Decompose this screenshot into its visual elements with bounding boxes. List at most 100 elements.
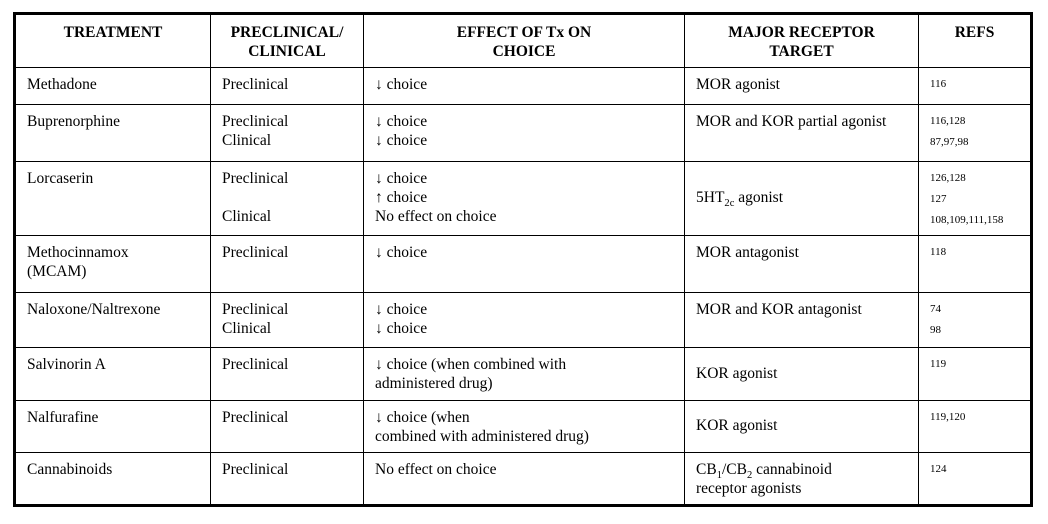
target-text: CB [696,461,717,478]
target-text: receptor agonists [696,480,802,497]
table-header: TREATMENT PRECLINICAL/CLINICAL EFFECT OF T… [14,13,1032,68]
cell-line: No effect on choice [375,208,497,225]
cell-line: administered drug) [375,375,493,392]
target-text: /CB [721,461,747,478]
table-row: Methocinnamox (MCAM) Preclinical ↓ choice MO… [14,235,1032,293]
cell-line: 5HT2c agonist [696,188,910,210]
cell-line: 116,128 [930,115,966,127]
phase-cell: Preclinical [210,400,364,453]
column-header-target: MAJOR RECEPTOR TARGET [684,13,919,68]
treatment-cell: Methocinnamox (MCAM) [14,235,211,293]
cell-line: REFS [954,24,995,41]
effect-cell: No effect on choice [363,452,685,506]
cell-line: CLINICAL [248,43,326,60]
cell-line: 98 [930,324,941,336]
subscript-text: 1 [716,470,722,482]
cell-line: 87,97,98 [930,136,969,148]
cell-line: TARGET [769,43,834,60]
refs-cell: 116 [918,67,1032,105]
treatment-cell: Nalfurafine [14,400,211,453]
treatment-cell: Buprenorphine [14,104,211,162]
cell-line: Preclinical [222,461,289,478]
effect-cell: ↓ choice (when combined with administered… [363,347,685,401]
cell-line: Methocinnamox [27,244,129,261]
column-header-effect: EFFECT OF Tx ON CHOICE [363,13,685,68]
cell-line: Preclinical [222,170,289,187]
cell-line: 119 [930,358,947,370]
refs-cell: 74 98 [918,292,1032,348]
cell-line: Methadone [27,76,97,93]
cell-line: EFFECT OF Tx ON [456,24,592,41]
cell-line: Preclinical [222,356,289,373]
table-row: Naloxone/Naltrexone Preclinical Clinical ↓ … [14,292,1032,348]
cell-line: 74 [930,303,941,315]
cell-line: 116 [930,78,947,90]
phase-cell: Preclinical Clinical [210,161,364,236]
target-cell: MOR antagonist [684,235,919,293]
cell-line: 119,120 [930,411,966,423]
subscript-text: 2c [724,198,735,210]
cell-line: Salvinorin A [27,356,106,373]
cell-line: 118 [930,246,947,258]
phase-cell: Preclinical [210,67,364,105]
treatment-cell: Salvinorin A [14,347,211,401]
header-row: TREATMENT PRECLINICAL/CLINICAL EFFECT OF T… [14,13,1032,68]
cell-line: Preclinical [222,113,289,130]
cell-line: Clinical [222,132,272,149]
cell-line: MAJOR RECEPTOR [728,24,875,41]
refs-cell: 119 [918,347,1032,401]
cell-line: MOR antagonist [696,243,910,262]
cell-line: ↑ choice [375,189,428,206]
cell-line: TREATMENT [63,24,163,41]
cell-line: KOR agonist [696,416,910,435]
cell-line: Preclinical [222,409,289,426]
cell-line: CHOICE [492,43,556,60]
target-text: MOR and KOR partial agonist [696,113,887,130]
cell-line: MOR agonist [696,75,910,94]
cell-line: 127 [930,193,947,205]
cell-line: 108,109,111,158 [930,214,1004,226]
target-text: MOR antagonist [696,244,799,261]
target-cell: MOR and KOR partial agonist [684,104,919,162]
effect-cell: ↓ choice ↑ choice No effect on choice [363,161,685,236]
cell-line: Buprenorphine [27,113,120,130]
table-row: Lorcaserin Preclinical Clinical ↓ choice ↑ … [14,161,1032,236]
table-body: Methadone Preclinical ↓ choice MOR agonist 1… [14,67,1032,506]
target-text: KOR agonist [696,364,778,382]
cell-line: ↓ choice (when [375,409,470,426]
cell-line: Preclinical [222,244,289,261]
cell-line: ↓ choice (when combined with [375,356,567,373]
subscript-text: 2 [746,470,753,482]
cell-line: Clinical [222,208,272,225]
phase-cell: Preclinical Clinical [210,292,364,348]
target-text: KOR agonist [696,417,778,434]
cell-line: Cannabinoids [27,461,113,478]
treatment-cell: Cannabinoids [14,452,211,506]
table-row: Buprenorphine Preclinical Clinical ↓ choice… [14,104,1032,162]
phase-cell: Preclinical Clinical [210,104,364,162]
target-cell: KOR agonist [684,400,919,453]
target-text: agonist [734,189,784,206]
refs-cell: 116,128 87,97,98 [918,104,1032,162]
cell-line: Preclinical [222,76,289,93]
cell-line: ↓ choice [375,170,428,187]
effect-cell: ↓ choice [363,235,685,293]
cell-line: ↓ choice [375,301,428,318]
cell-line: receptor agonists [696,479,910,498]
cell-line: ↓ choice [375,76,428,93]
effect-cell: ↓ choice [363,67,685,105]
target-cell: CB1/CB2 cannabinoid receptor agonists [684,452,919,506]
column-header-phase: PRECLINICAL/CLINICAL [210,13,364,68]
cell-line: ↓ choice [375,320,428,337]
target-cell: MOR and KOR antagonist [684,292,919,348]
target-cell: KOR agonist [684,347,919,401]
cell-line: Clinical [222,320,272,337]
cell-line: ↓ choice [375,244,428,261]
target-cell: MOR agonist [684,67,919,105]
table-row: Nalfurafine Preclinical ↓ choice (when comb… [14,400,1032,453]
cell-line: Nalfurafine [27,409,99,426]
column-header-refs: REFS [918,13,1032,68]
cell-line [222,188,355,207]
effect-cell: ↓ choice ↓ choice [363,104,685,162]
table-row: Salvinorin A Preclinical ↓ choice (when co… [14,347,1032,401]
